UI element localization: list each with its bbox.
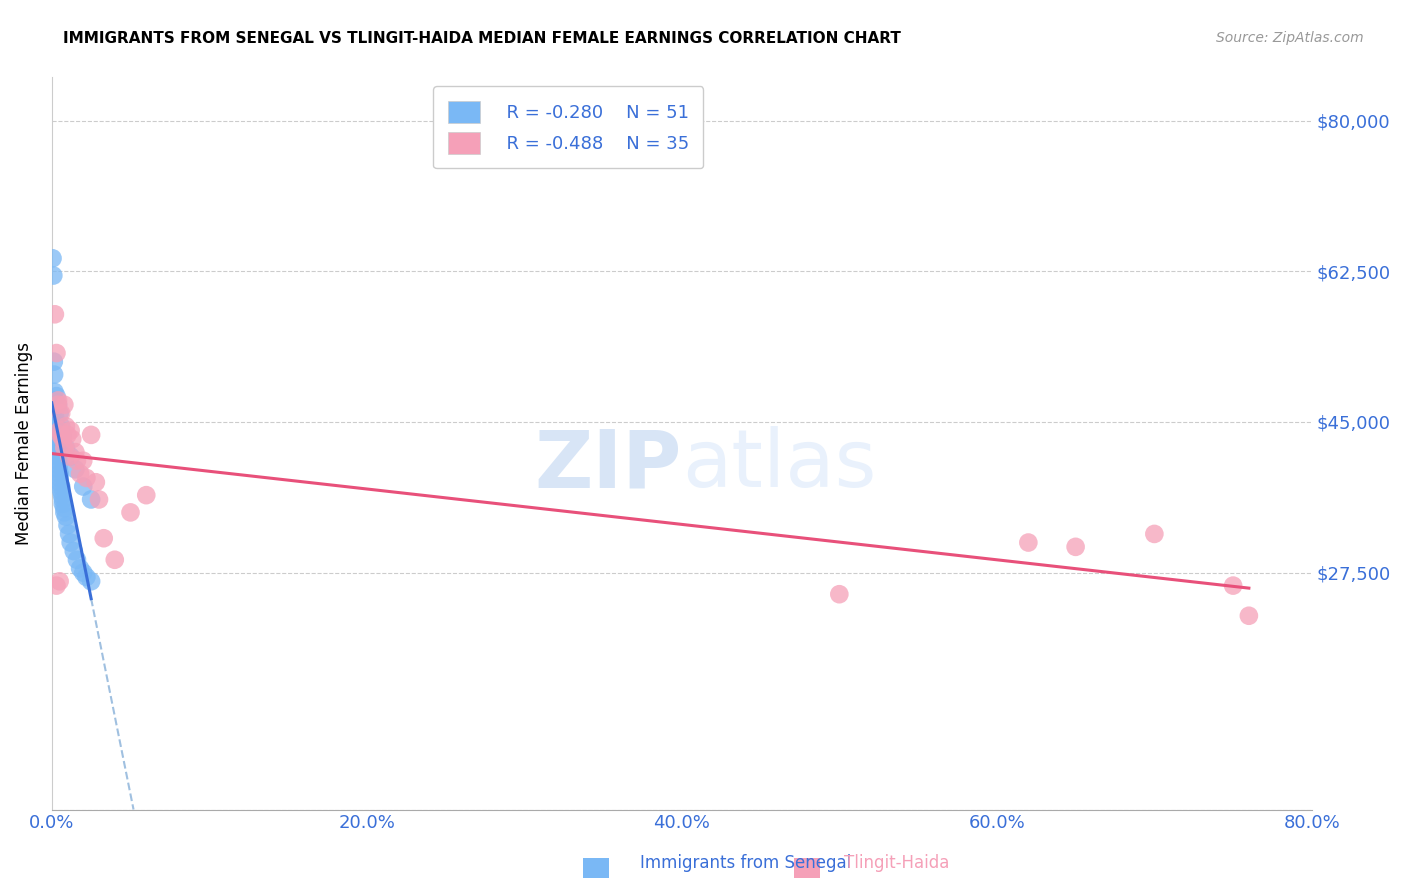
Point (48, 462, 70, 476)
Point (45, 424, 67, 438)
Point (66, 453, 89, 467)
Point (75, 570, 97, 584)
Point (72, 479, 94, 493)
Point (48, 458, 70, 472)
Legend:   R = -0.280    N = 51,   R = -0.488    N = 35: R = -0.280 N = 51, R = -0.488 N = 35 (433, 87, 703, 169)
Point (48, 467, 70, 481)
Text: Immigrants from Senegal: Immigrants from Senegal (640, 855, 851, 872)
Point (69, 561, 91, 575)
Point (60, 432, 83, 446)
Point (59, 535, 82, 549)
Point (65, 462, 87, 476)
Point (48, 475, 70, 490)
Point (1222, 579, 1244, 593)
Point (53, 505, 76, 519)
Point (59, 424, 82, 438)
Point (51, 419, 73, 434)
Point (49, 428, 72, 442)
Point (46, 393, 69, 408)
Point (44, 393, 66, 408)
Point (55, 509, 77, 524)
Point (45, 389, 67, 403)
Point (59, 450, 82, 464)
Point (52, 432, 75, 446)
Point (58, 527, 80, 541)
Point (56, 518, 79, 533)
Point (84, 475, 107, 490)
Point (56, 428, 79, 442)
Point (104, 553, 127, 567)
Point (1143, 527, 1166, 541)
Point (1017, 535, 1039, 549)
Point (46, 450, 69, 464)
Point (93, 531, 115, 545)
Point (53, 398, 76, 412)
Point (46, 436, 69, 450)
Point (51, 406, 73, 420)
Text: Tlingit-Haida: Tlingit-Haida (844, 855, 949, 872)
Point (44, 410, 66, 425)
Point (46, 398, 69, 412)
Text: ZIP: ZIP (534, 426, 682, 505)
Point (62, 544, 84, 558)
Point (75, 471, 97, 485)
Point (46, 398, 69, 412)
Point (52, 492, 75, 507)
Point (51, 488, 73, 502)
Point (46, 441, 69, 455)
Point (1064, 540, 1087, 554)
Point (42, 268, 65, 283)
Point (828, 587, 851, 601)
Point (72, 453, 94, 467)
Text: atlas: atlas (682, 426, 876, 505)
Point (55, 441, 77, 455)
Text: IMMIGRANTS FROM SENEGAL VS TLINGIT-HAIDA MEDIAN FEMALE EARNINGS CORRELATION CHAR: IMMIGRANTS FROM SENEGAL VS TLINGIT-HAIDA… (63, 31, 901, 46)
Point (52, 428, 75, 442)
Point (42, 354, 65, 368)
Point (72, 566, 94, 580)
Point (42, 368, 65, 382)
Point (45, 415, 67, 429)
Point (51, 479, 73, 493)
Point (45, 579, 67, 593)
Point (120, 505, 142, 519)
Point (80, 428, 103, 442)
Point (69, 467, 91, 481)
Point (66, 553, 89, 567)
Point (53, 501, 76, 516)
Point (44, 307, 66, 321)
Point (1237, 608, 1260, 623)
Point (51, 483, 73, 498)
Point (58, 450, 80, 464)
Point (53, 441, 76, 455)
Point (52, 497, 75, 511)
Point (48, 424, 70, 438)
Point (44, 402, 66, 417)
Point (45, 428, 67, 442)
Point (49, 428, 72, 442)
Point (41, 252, 63, 266)
Point (45, 419, 67, 434)
Point (87, 492, 110, 507)
Point (46, 453, 69, 467)
Point (48, 574, 70, 589)
Point (45, 432, 67, 446)
Point (46, 445, 69, 459)
Point (48, 406, 70, 420)
Point (44, 384, 66, 399)
Y-axis label: Median Female Earnings: Median Female Earnings (15, 342, 32, 545)
Point (135, 488, 157, 502)
Point (65, 445, 87, 459)
Point (45, 346, 67, 360)
Point (80, 574, 103, 589)
Point (80, 492, 103, 507)
Point (48, 471, 70, 485)
Text: Source: ZipAtlas.com: Source: ZipAtlas.com (1216, 31, 1364, 45)
Point (55, 419, 77, 434)
